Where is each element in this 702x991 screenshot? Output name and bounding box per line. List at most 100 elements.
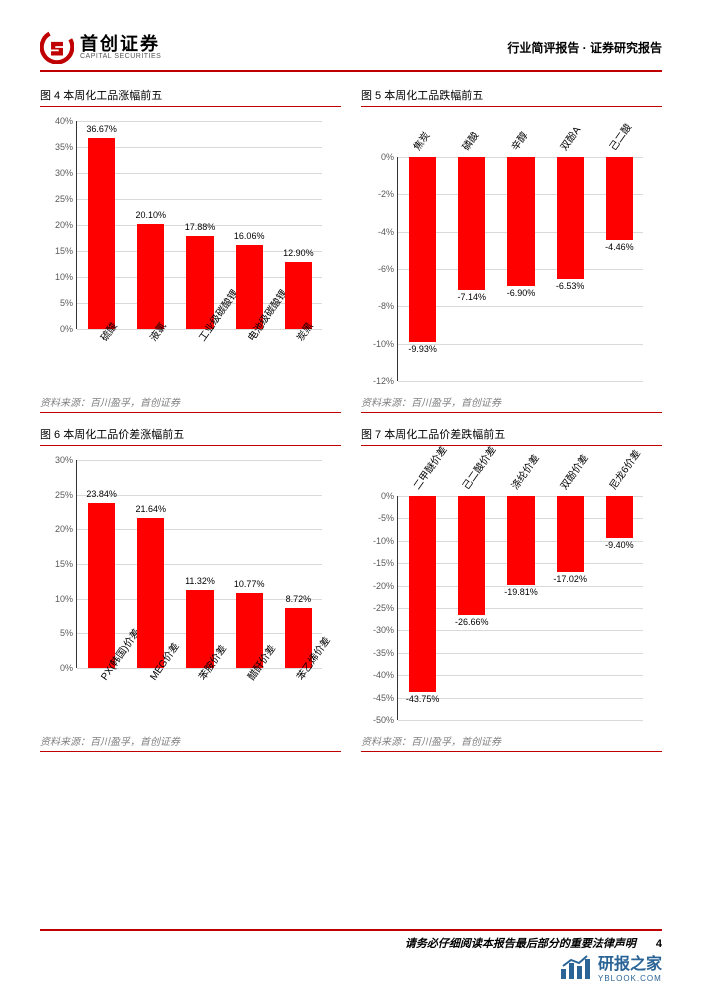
x-axis-label: 磷酸 <box>458 128 482 153</box>
bar <box>507 496 534 585</box>
bar-value-label: -26.66% <box>455 617 489 627</box>
bar-value-label: 11.32% <box>185 576 215 586</box>
bar-value-label: 8.72% <box>286 594 312 604</box>
bar <box>88 503 115 668</box>
chart-area: -12%-10%-8%-6%-4%-2%0%-9.93%焦炭-7.14%磷酸-6… <box>361 111 651 391</box>
y-axis-label: -35% <box>373 648 398 658</box>
y-axis-label: -50% <box>373 715 398 725</box>
bar <box>88 138 115 329</box>
chart-area: 0%5%10%15%20%25%30%35%40%36.67%硫酸20.10%液… <box>40 111 330 391</box>
y-axis-label: 0% <box>60 663 77 673</box>
bar-value-label: -19.81% <box>504 587 538 597</box>
chart-source: 资料来源：百川盈孚，首创证券 <box>361 730 662 752</box>
bar <box>409 496 436 692</box>
y-axis-label: 0% <box>381 152 398 162</box>
x-axis-label: 涤纶价差 <box>507 451 542 492</box>
bar-value-label: -4.46% <box>605 242 634 252</box>
watermark-text: 研报之家 <box>598 950 662 974</box>
bar-value-label: 16.06% <box>234 231 265 241</box>
watermark-sub: YBLOOK.COM <box>598 974 662 983</box>
bar <box>285 262 312 329</box>
x-axis-label: 双酚A <box>556 123 584 153</box>
bar-value-label: -9.40% <box>605 540 634 550</box>
page-footer: 请务必仔细阅读本报告最后部分的重要法律声明 4 <box>40 929 662 951</box>
chart-title: 图 4 本周化工品涨幅前五 <box>40 84 341 107</box>
x-axis-label: 己二酸 <box>605 120 634 153</box>
y-axis-label: 25% <box>55 490 77 500</box>
y-axis-label: 5% <box>60 628 77 638</box>
chart-title: 图 6 本周化工品价差涨幅前五 <box>40 423 341 446</box>
logo-text-en: CAPITAL SECURITIES <box>80 53 161 60</box>
page-header: 首创证券 CAPITAL SECURITIES 行业简评报告 · 证券研究报告 <box>40 30 662 72</box>
y-axis-label: -15% <box>373 558 398 568</box>
y-axis-label: 15% <box>55 559 77 569</box>
chart-title: 图 5 本周化工品跌幅前五 <box>361 84 662 107</box>
chart-area: -50% -45% -40% -35% -30% -25% -20% -15% -10% -5% 0… <box>361 450 651 730</box>
y-axis-label: -25% <box>373 603 398 613</box>
y-axis-label: 0% <box>381 491 398 501</box>
y-axis-label: -6% <box>378 264 398 274</box>
y-axis-label: -8% <box>378 301 398 311</box>
y-axis-label: -40% <box>373 670 398 680</box>
x-axis-label: 尼龙6价差 <box>605 446 643 492</box>
footer-page-number: 4 <box>656 938 662 950</box>
y-axis-label: 30% <box>55 455 77 465</box>
chart-source: 资料来源：百川盈孚，首创证券 <box>361 391 662 413</box>
chart-title: 图 7 本周化工品价差跌幅前五 <box>361 423 662 446</box>
chart-block: 图 5 本周化工品跌幅前五 -12% -10% -8% -6% -4% -2% 0% -9.93… <box>361 84 662 413</box>
x-axis-label: 双酚价差 <box>556 451 591 492</box>
x-axis-label: 焦炭 <box>408 128 432 153</box>
bar <box>458 157 485 290</box>
x-axis-label: 二甲醚价差 <box>408 442 449 492</box>
bar <box>606 496 633 538</box>
y-axis-label: -12% <box>373 376 398 386</box>
logo-text-cn: 首创证券 <box>80 35 161 53</box>
y-axis-label: -20% <box>373 581 398 591</box>
y-axis-label: 0% <box>60 324 77 334</box>
chart-source: 资料来源：百川盈孚，首创证券 <box>40 730 341 752</box>
y-axis-label: 40% <box>55 116 77 126</box>
footer-disclaimer: 请务必仔细阅读本报告最后部分的重要法律声明 <box>405 935 636 951</box>
watermark: 研报之家 YBLOOK.COM <box>560 950 662 983</box>
y-axis-label: 10% <box>55 272 77 282</box>
y-axis-label: -30% <box>373 625 398 635</box>
bar <box>137 518 164 668</box>
bar <box>557 157 584 279</box>
header-subtitle: 行业简评报告 · 证券研究报告 <box>507 39 662 56</box>
bar-value-label: 10.77% <box>234 579 265 589</box>
y-axis-label: 20% <box>55 220 77 230</box>
bar-value-label: 36.67% <box>86 124 117 134</box>
bar-value-label: 23.84% <box>86 489 117 499</box>
y-axis-label: 10% <box>55 594 77 604</box>
y-axis-label: -10% <box>373 536 398 546</box>
y-axis-label: -10% <box>373 339 398 349</box>
y-axis-label: 15% <box>55 246 77 256</box>
chart-block: 图 7 本周化工品价差跌幅前五-50%-45%-40%-35%-30%-25%-… <box>361 423 662 752</box>
bar <box>606 157 633 240</box>
x-axis-label: 辛醇 <box>507 128 531 153</box>
chart-area: 0%5%10%15%20%25%30%23.84%PX(韩国)价差21.64%M… <box>40 450 330 730</box>
y-axis-label: 5% <box>60 298 77 308</box>
chart-block: 图 6 本周化工品价差涨幅前五0%5%10%15%20%25%30%23.84%… <box>40 423 341 752</box>
bar <box>458 496 485 615</box>
y-axis-label: -5% <box>378 513 398 523</box>
y-axis-label: -4% <box>378 227 398 237</box>
bar-value-label: -9.93% <box>408 344 437 354</box>
y-axis-label: -45% <box>373 693 398 703</box>
bar <box>507 157 534 286</box>
bar-value-label: 12.90% <box>283 248 314 258</box>
company-logo-icon <box>40 30 74 64</box>
bar-value-label: -43.75% <box>406 694 440 704</box>
watermark-bars-icon <box>560 953 592 981</box>
bar-value-label: -7.14% <box>458 292 487 302</box>
bar <box>137 224 164 329</box>
y-axis-label: -2% <box>378 189 398 199</box>
chart-block: 图 4 本周化工品涨幅前五0%5%10%15%20%25%30%35%40%36… <box>40 84 341 413</box>
logo: 首创证券 CAPITAL SECURITIES <box>40 30 161 64</box>
y-axis-label: 35% <box>55 142 77 152</box>
chart-grid: 图 4 本周化工品涨幅前五 0% 5% 10% 15% 20% 25% 30% 35% 40% 36… <box>40 84 662 752</box>
y-axis-label: 25% <box>55 194 77 204</box>
bar-value-label: 21.64% <box>136 504 167 514</box>
bar-value-label: 20.10% <box>136 210 167 220</box>
bar <box>557 496 584 572</box>
